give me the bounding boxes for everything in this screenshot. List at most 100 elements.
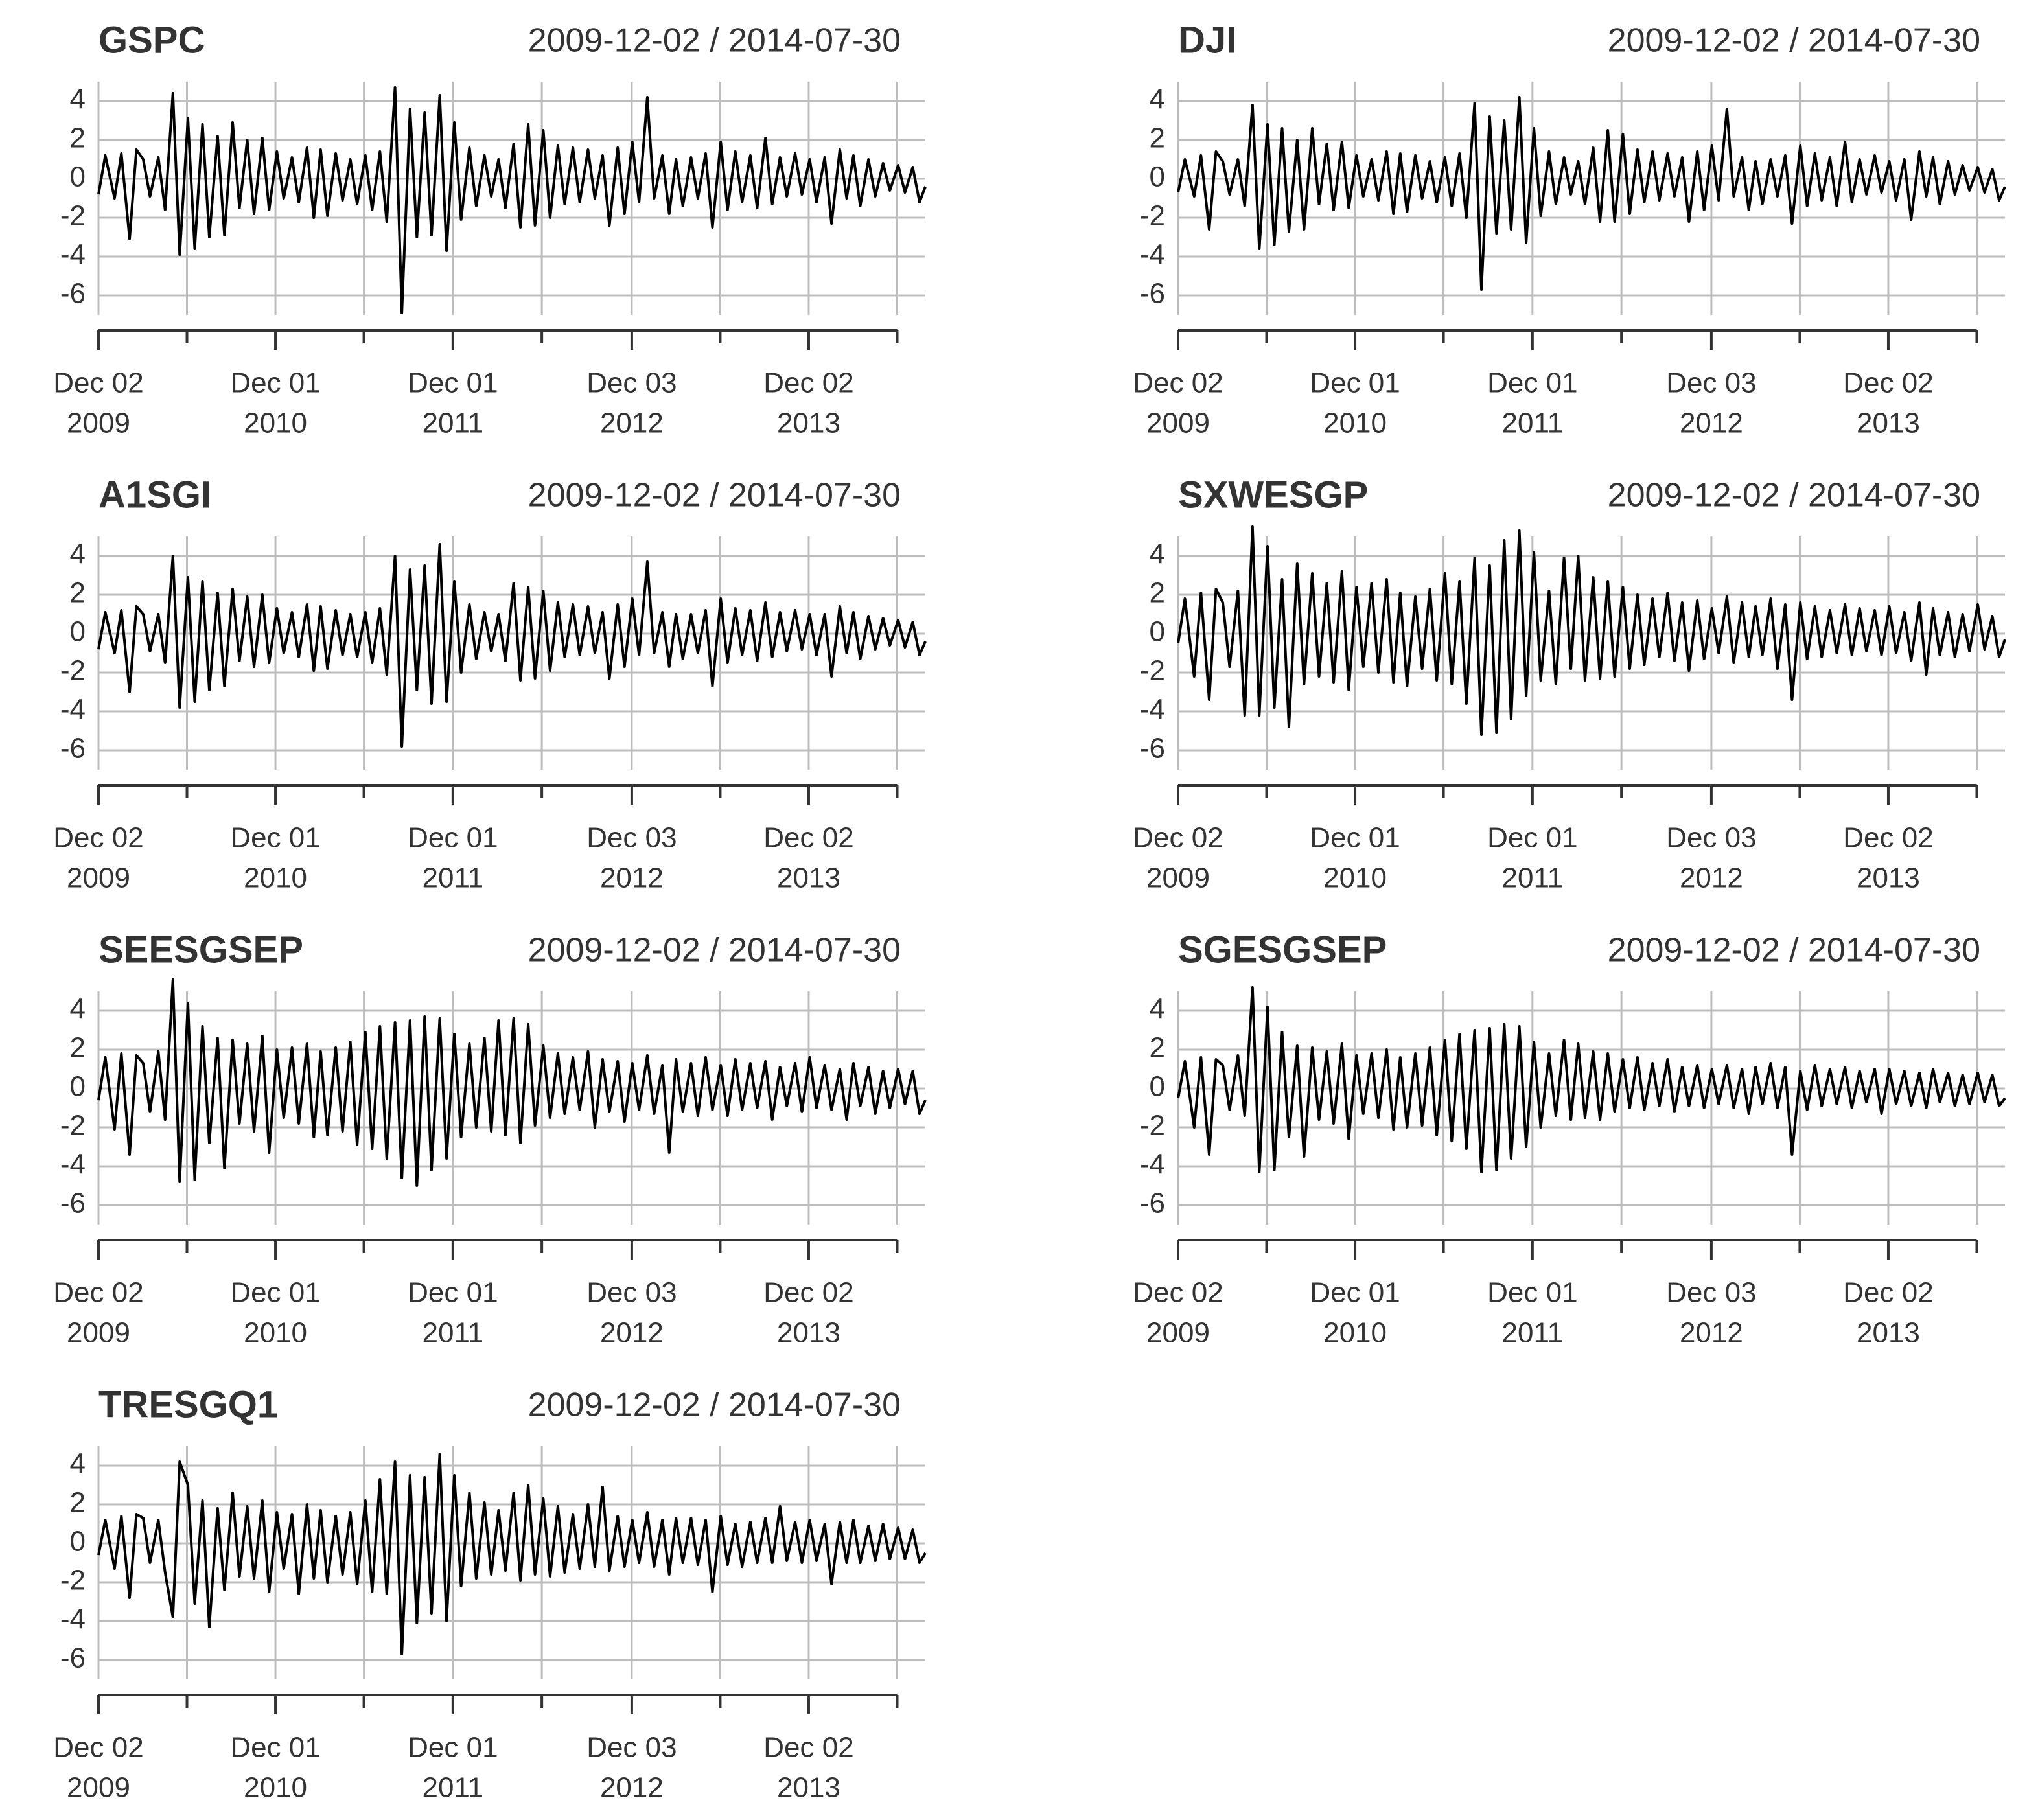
x-tick-label: Dec 01 [230, 1277, 320, 1309]
x-tick-label: Dec 01 [1310, 822, 1400, 854]
y-tick-label: 0 [1150, 616, 1165, 648]
y-tick-label: 2 [70, 1032, 86, 1064]
y-tick-label: 4 [70, 993, 86, 1025]
x-tick-label: 2012 [1680, 862, 1743, 894]
y-tick-label: 2 [1150, 1032, 1165, 1064]
y-tick-label: 0 [70, 161, 86, 193]
y-tick-label: 4 [1150, 538, 1165, 570]
x-tick-label: Dec 02 [763, 367, 853, 399]
x-tick-label: Dec 01 [230, 367, 320, 399]
y-tick-label: -6 [60, 733, 86, 765]
y-tick-label: 4 [1150, 84, 1165, 115]
x-tick-label: Dec 01 [1487, 822, 1577, 854]
x-tick-label: Dec 03 [586, 1732, 677, 1764]
x-tick-label: 2012 [600, 1772, 664, 1804]
x-tick-label: Dec 02 [1133, 822, 1223, 854]
y-tick-label: 4 [70, 1448, 86, 1480]
x-tick-label: Dec 02 [763, 822, 853, 854]
series-line [1177, 525, 2006, 736]
x-tick-label: 2012 [1680, 1317, 1743, 1349]
x-tick-label: 2012 [600, 408, 664, 439]
y-tick-label: 2 [70, 577, 86, 609]
x-tick-label: 2013 [777, 1317, 840, 1349]
x-tick-label: 2009 [67, 1317, 130, 1349]
x-tick-label: Dec 01 [408, 1277, 498, 1309]
panel-subtitle: 2009-12-02 / 2014-07-30 [1608, 22, 1980, 60]
x-tick-label: Dec 02 [53, 1732, 143, 1764]
x-tick-label: 2011 [1502, 408, 1564, 439]
y-tick-label: 0 [70, 1071, 86, 1103]
x-tick-label: 2013 [777, 408, 840, 439]
panel: SGESGSEP 2009-12-02 / 2014-07-30 -6 -4 -2 0 2 4… [1133, 928, 2006, 1349]
x-tick-label: 2009 [1146, 1317, 1210, 1349]
series-line [1177, 96, 2006, 291]
x-tick-label: 2011 [1502, 862, 1564, 894]
y-tick-label: -6 [60, 1188, 86, 1219]
y-tick-label: -4 [1140, 1149, 1165, 1181]
x-tick-label: Dec 02 [1133, 1277, 1223, 1309]
x-tick-label: 2011 [1502, 1317, 1564, 1349]
panel: A1SGI 2009-12-02 / 2014-07-30 -6 -4 -2 0 2 4 Dec… [53, 474, 927, 894]
x-tick-label: Dec 02 [53, 1277, 143, 1309]
y-tick-label: 2 [1150, 122, 1165, 154]
x-tick-label: Dec 02 [763, 1277, 853, 1309]
x-tick-label: 2010 [244, 1772, 307, 1804]
x-tick-label: Dec 02 [1133, 367, 1223, 399]
panel-subtitle: 2009-12-02 / 2014-07-30 [1608, 477, 1980, 514]
y-tick-label: -6 [60, 278, 86, 310]
y-tick-label: -4 [60, 1149, 86, 1181]
x-tick-label: Dec 02 [1843, 822, 1933, 854]
panel-title: TRESGQ1 [98, 1383, 278, 1425]
y-tick-label: -4 [1140, 694, 1165, 726]
x-tick-label: 2011 [423, 1317, 484, 1349]
panel-title: DJI [1178, 19, 1236, 61]
y-tick-label: 2 [1150, 577, 1165, 609]
x-tick-label: 2010 [1323, 1317, 1387, 1349]
x-tick-label: Dec 03 [586, 1277, 677, 1309]
x-tick-label: Dec 01 [1310, 1277, 1400, 1309]
y-tick-label: -2 [1140, 200, 1165, 232]
x-tick-label: Dec 03 [1666, 822, 1756, 854]
panel: TRESGQ1 2009-12-02 / 2014-07-30 -6 -4 -2 0 2 4 D… [53, 1383, 927, 1804]
x-tick-label: 2010 [1323, 862, 1387, 894]
panel-subtitle: 2009-12-02 / 2014-07-30 [528, 477, 901, 514]
x-tick-label: 2010 [1323, 408, 1387, 439]
panel-subtitle: 2009-12-02 / 2014-07-30 [528, 932, 901, 969]
panel-title: SEESGSEP [98, 928, 303, 971]
x-tick-label: 2009 [1146, 408, 1210, 439]
y-tick-label: -2 [1140, 1110, 1165, 1142]
x-tick-label: 2009 [67, 862, 130, 894]
x-tick-label: Dec 03 [586, 822, 677, 854]
y-tick-label: -6 [60, 1642, 86, 1674]
panel-title: GSPC [98, 19, 205, 61]
x-tick-label: Dec 01 [1310, 367, 1400, 399]
x-tick-label: Dec 02 [763, 1732, 853, 1764]
x-tick-label: 2010 [244, 408, 307, 439]
y-tick-label: 2 [70, 122, 86, 154]
y-tick-label: -6 [1140, 1188, 1165, 1219]
x-tick-label: 2009 [67, 1772, 130, 1804]
x-tick-label: 2013 [1857, 862, 1920, 894]
y-tick-label: -4 [60, 1604, 86, 1635]
series-line [97, 86, 927, 314]
panel-subtitle: 2009-12-02 / 2014-07-30 [528, 22, 901, 60]
x-tick-label: 2009 [67, 408, 130, 439]
x-tick-label: 2011 [423, 1772, 484, 1804]
x-tick-label: 2013 [1857, 1317, 1920, 1349]
panel: GSPC 2009-12-02 / 2014-07-30 -6 -4 -2 0 2 4 Dec … [53, 19, 927, 439]
x-tick-label: 2010 [244, 862, 307, 894]
y-tick-label: -2 [1140, 655, 1165, 687]
y-tick-label: -6 [1140, 278, 1165, 310]
panel-title: SGESGSEP [1178, 928, 1387, 971]
y-tick-label: -2 [60, 655, 86, 687]
series-line [97, 1453, 927, 1655]
series-line [1177, 986, 2006, 1173]
y-tick-label: 0 [1150, 1071, 1165, 1103]
y-tick-label: 0 [70, 1526, 86, 1558]
y-tick-label: 4 [70, 538, 86, 570]
y-tick-label: -4 [60, 694, 86, 726]
series-line [97, 543, 927, 748]
y-tick-label: 4 [70, 84, 86, 115]
x-tick-label: 2010 [244, 1317, 307, 1349]
